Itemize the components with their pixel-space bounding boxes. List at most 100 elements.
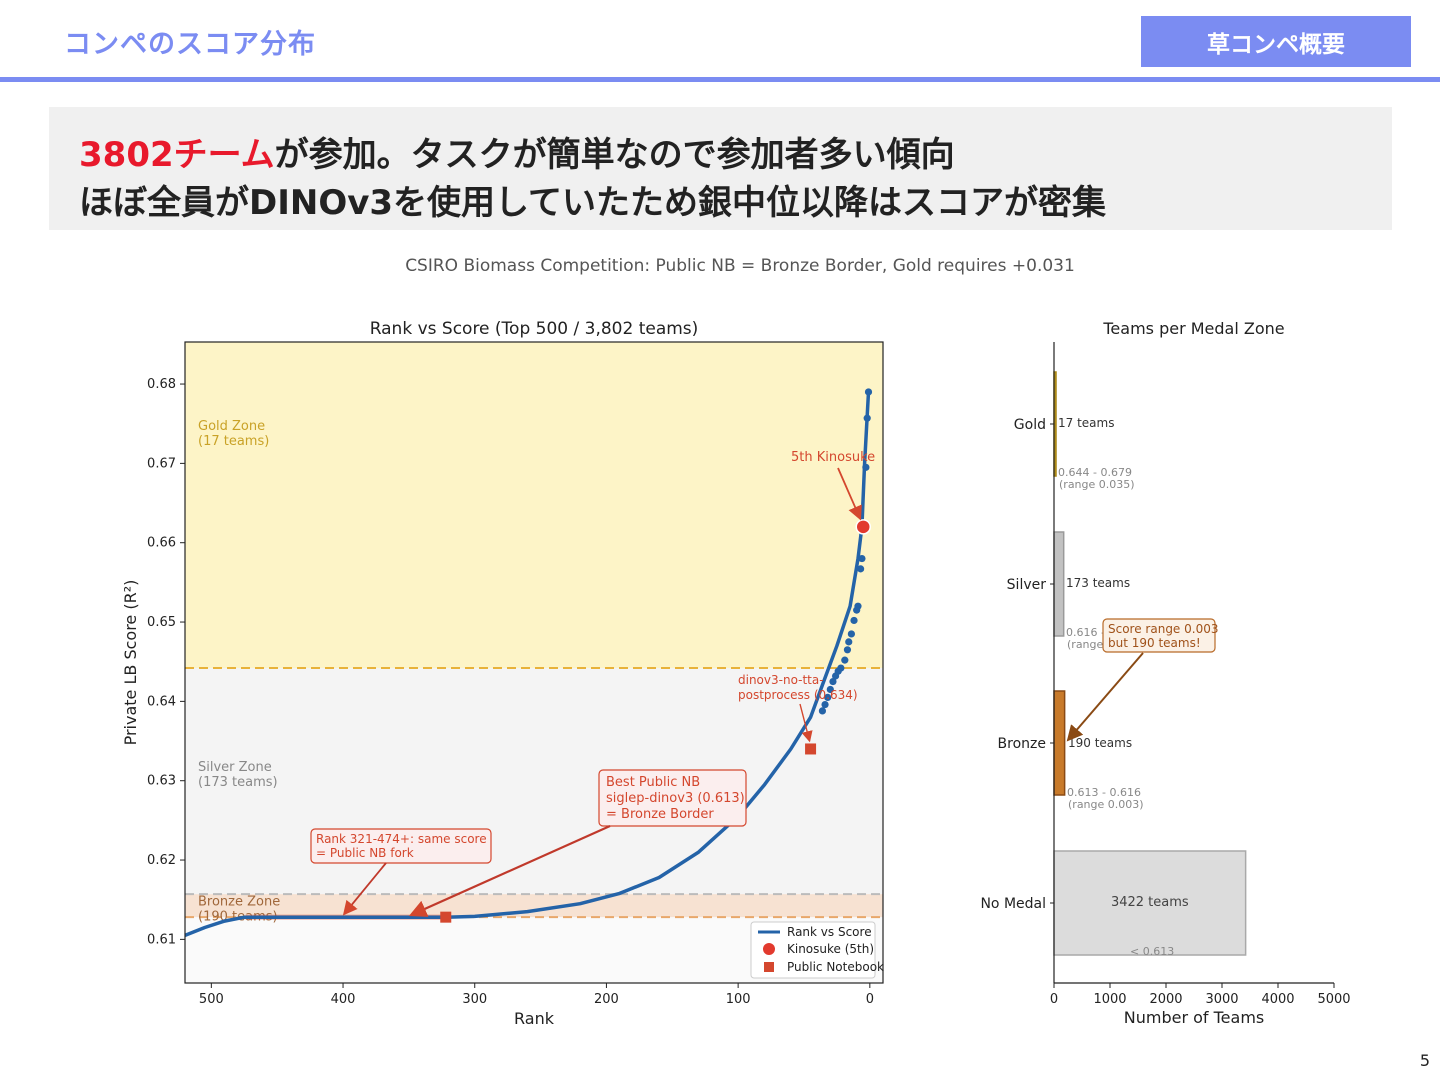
zone-label-gold: Gold Zone [198, 419, 265, 434]
right-x-tick-label: 1000 [1093, 992, 1126, 1007]
team-count-highlight: 3802チーム [79, 135, 275, 175]
y-tick-label: 0.66 [147, 536, 176, 551]
data-point-2 [862, 463, 870, 471]
legend-swatch-notebook [764, 962, 774, 972]
value-label-0: 17 teams [1058, 416, 1114, 430]
range-sublabel-0: (range 0.035) [1059, 478, 1135, 491]
range-label-0: 0.644 - 0.679 [1058, 466, 1132, 479]
annotation-best-nb-line3: = Bronze Border [606, 807, 714, 822]
annotation-best-nb-line2: siglep-dinov3 (0.613) [606, 791, 745, 806]
data-point-15 [831, 672, 840, 680]
annotation-same-score-line1: Rank 321-474+: same score [316, 832, 487, 846]
annotation-best-nb-line1: Best Public NB [606, 775, 700, 790]
legend-label-rank-vs-score: Rank vs Score [787, 925, 872, 939]
range-sublabel-2: (range 0.003) [1068, 798, 1144, 811]
zone-count-silver: (173 teams) [198, 775, 278, 790]
zone-label-bronze: Bronze Zone [198, 894, 280, 909]
range-label-1: 0.616 - [1066, 626, 1105, 639]
y-tick-label: 0.62 [147, 853, 176, 868]
right-x-tick-label: 4000 [1261, 992, 1294, 1007]
public-notebook-marker-1 [805, 743, 817, 755]
x-tick-label: 100 [726, 992, 751, 1007]
zone-band-2 [185, 894, 883, 918]
legend-box [750, 921, 876, 979]
value-label-1: 173 teams [1066, 576, 1130, 590]
page-number: 5 [1419, 1051, 1430, 1070]
summary-line-1-text: が参加。タスクが簡単なので参加者多い傾向 [274, 135, 955, 175]
zone-count-gold: (17 teams) [198, 434, 269, 449]
category-label-1: Silver [1007, 577, 1047, 593]
right-x-tick-label: 2000 [1149, 992, 1182, 1007]
data-point-9 [847, 630, 855, 638]
bronze-annotation-box [1102, 618, 1216, 653]
data-point-4 [858, 554, 866, 563]
annotation-same-score-arrow [342, 862, 387, 916]
y-tick-label: 0.61 [147, 932, 176, 947]
right-chart-title: Teams per Medal Zone [1102, 319, 1284, 338]
x-tick-label: 500 [199, 992, 224, 1007]
page-title: コンペのスコア分布 [64, 29, 316, 60]
bronze-annotation-line1: Score range 0.003 [1108, 622, 1218, 636]
zone-band-0 [185, 342, 883, 669]
x-tick-label: 0 [866, 992, 874, 1007]
x-tick-label: 200 [594, 992, 619, 1007]
right-x-tick-label: 3000 [1205, 992, 1238, 1007]
header-divider [0, 77, 1440, 82]
summary-line-1: 3802チームが参加。タスクが簡単なので参加者多い傾向 [79, 127, 955, 176]
data-point-16 [829, 677, 837, 686]
bar-no-medal [1053, 850, 1247, 956]
summary-callout: 3802チームが参加。タスクが簡単なので参加者多い傾向 ほぼ全員がDINOv3を… [49, 107, 1392, 230]
legend-label-notebook: Public Notebook [787, 960, 884, 974]
y-tick-label: 0.64 [147, 694, 176, 709]
annotation-dinov3-line1: dinov3-no-tta- [738, 673, 824, 687]
summary-line-2: ほぼ全員がDINOv3を使用していたため銀中位以降はスコアが密集 [79, 183, 1107, 223]
range-label-2: 0.613 - 0.616 [1067, 786, 1141, 799]
y-tick-label: 0.65 [147, 615, 176, 630]
legend-label-kinosuke: Kinosuke (5th) [787, 942, 874, 956]
left-chart-title: Rank vs Score (Top 500 / 3,802 teams) [370, 319, 699, 339]
bronze-annotation-arrow [1066, 652, 1144, 742]
category-label-2: Bronze [998, 736, 1046, 752]
data-point-18 [824, 693, 832, 702]
annotation-dinov3-line2: postprocess (0.634) [738, 688, 858, 702]
annotation-same-score-box [310, 828, 492, 864]
value-label-2: 190 teams [1068, 736, 1132, 750]
annotation-best-nb-box [598, 769, 747, 827]
annotation-best-nb-arrow [408, 824, 611, 917]
y-tick-label: 0.67 [147, 456, 176, 471]
data-point-20 [818, 707, 827, 715]
kinosuke-marker [855, 519, 871, 535]
bronze-annotation-line2: but 190 teams! [1108, 636, 1201, 650]
data-point-5 [857, 565, 865, 573]
zone-label-silver: Silver Zone [198, 760, 272, 775]
data-point-7 [853, 606, 861, 614]
x-tick-label: 400 [331, 992, 356, 1007]
data-point-8 [850, 616, 858, 625]
value-label-3: 3422 teams [1111, 895, 1189, 910]
legend-swatch-kinosuke [763, 943, 775, 955]
figure-title: CSIRO Biomass Competition: Public NB = B… [405, 256, 1075, 276]
annotation-kinosuke: 5th Kinosuke [791, 450, 875, 465]
right-x-tick-label: 0 [1050, 992, 1058, 1007]
left-x-axis-label: Rank [514, 1009, 555, 1028]
data-point-19 [821, 700, 829, 709]
annotation-same-score-line2: = Public NB fork [316, 846, 414, 860]
y-tick-label: 0.63 [147, 774, 176, 789]
annotation-kinosuke-arrow [837, 467, 862, 521]
category-label-0: Gold [1014, 417, 1046, 433]
bar-bronze [1053, 690, 1066, 796]
data-point-12 [841, 656, 849, 664]
plot-frame [184, 341, 884, 984]
series-line-rank-vs-score [184, 391, 871, 938]
data-point-11 [843, 646, 852, 654]
section-tag: 草コンペ概要 [1141, 16, 1411, 67]
category-label-3: No Medal [980, 896, 1046, 912]
data-point-0 [864, 388, 873, 396]
annotation-dinov3-arrow [799, 703, 813, 743]
range-sublabel-1: (range 0 [1067, 638, 1114, 651]
left-y-axis-label: Private LB Score (R²) [121, 580, 140, 746]
public-notebook-marker-0 [440, 911, 452, 923]
right-x-axis-label: Number of Teams [1124, 1008, 1265, 1027]
range-label-3: < 0.613 [1130, 945, 1174, 958]
